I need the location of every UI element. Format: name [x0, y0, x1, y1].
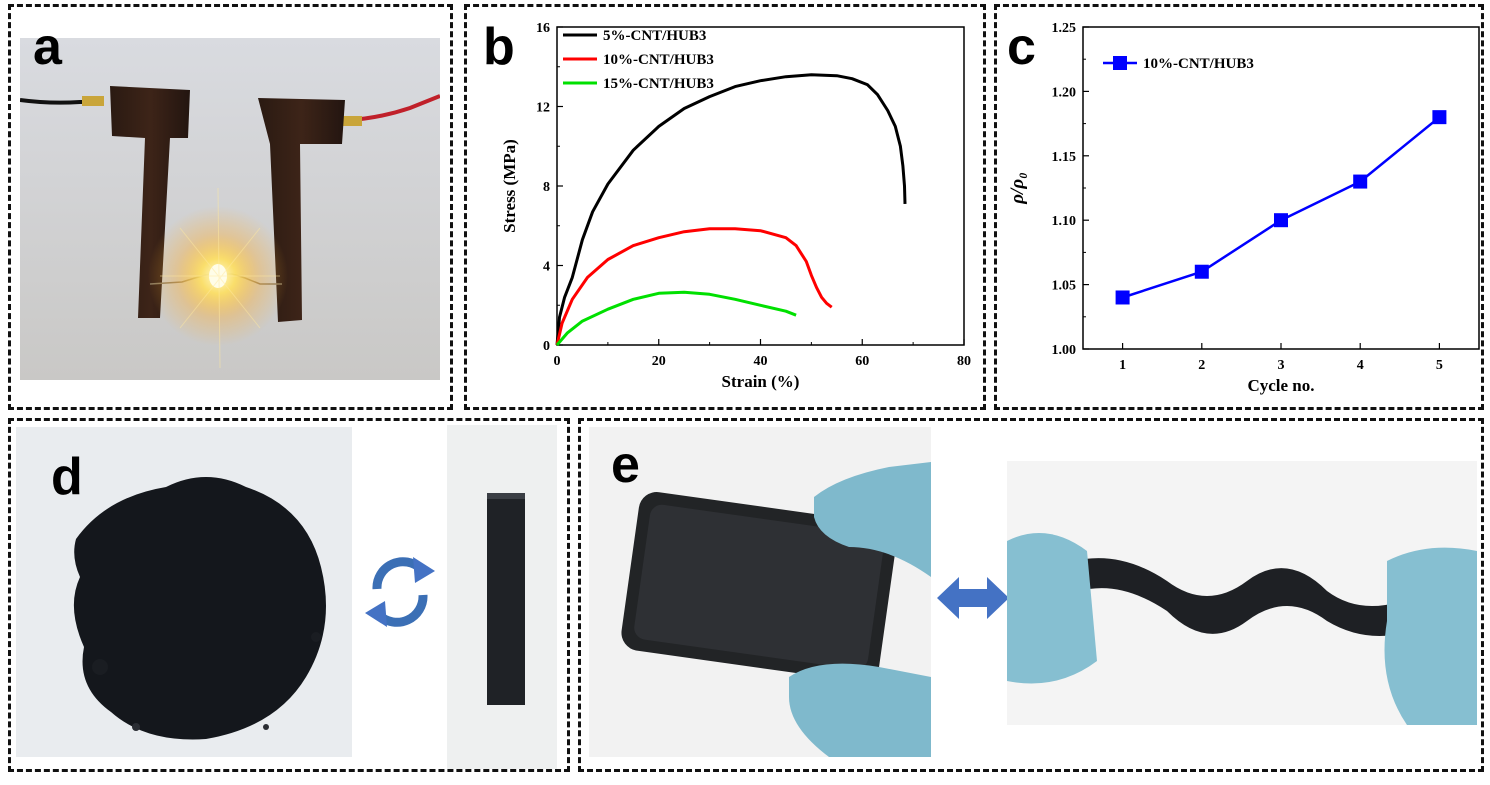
- powder-illustration: [16, 427, 352, 757]
- data-point: [1115, 290, 1130, 305]
- x-tick-label: 40: [754, 354, 768, 369]
- x-tick-label: 80: [957, 354, 971, 369]
- x-axis-label: Strain (%): [722, 372, 800, 391]
- y-tick-label: 12: [536, 101, 550, 116]
- panel-label-d: d: [51, 448, 83, 506]
- y-tick-label: 8: [543, 180, 550, 195]
- panel-e: e: [578, 418, 1484, 772]
- x-axis-label: Cycle no.: [1247, 376, 1314, 395]
- y-tick-label: 16: [536, 21, 550, 36]
- plot-frame: [556, 26, 965, 346]
- plot-frame: [1082, 26, 1480, 350]
- panel-label-c: c: [1007, 18, 1036, 76]
- y-tick-label: 4: [543, 260, 550, 275]
- x-tick-label: 2: [1198, 358, 1205, 373]
- panel-d: d: [8, 418, 570, 772]
- x-tick-label: 5: [1436, 358, 1443, 373]
- legend-label: 10%-CNT/HUB3: [603, 52, 714, 68]
- twisted-strip-illustration: [1007, 461, 1477, 725]
- panel-e-photo-twisted-strip: [1007, 461, 1477, 725]
- y-tick-label: 1.20: [1052, 85, 1077, 100]
- x-tick-label: 60: [855, 354, 869, 369]
- x-tick-label: 0: [554, 354, 561, 369]
- series-line: [555, 227, 833, 346]
- panel-b: b 0 20 40 60 80 0 4 8 12 16 Strain (%) Stress (MPa)…: [464, 4, 986, 410]
- data-point: [1194, 264, 1209, 279]
- x-tick-label: 3: [1278, 358, 1285, 373]
- y-tick-label: 0: [543, 339, 550, 354]
- resistivity-cycle-chart: 1 2 3 4 5 1.00 1.05 1.10 1.15 1.20 1.25 Cycle no. ρ/…: [1007, 21, 1480, 395]
- x-tick-label: 1: [1119, 358, 1126, 373]
- x-tick-label: 20: [652, 354, 666, 369]
- flat-block-illustration: [589, 427, 931, 757]
- panel-e-photo-flat-block: [589, 427, 931, 757]
- strip-illustration: [447, 425, 557, 769]
- series-line: [555, 290, 797, 346]
- panel-a: a: [8, 4, 453, 410]
- y-tick-label: 1.15: [1052, 150, 1077, 165]
- double-arrow-icon: [937, 577, 1009, 619]
- panel-label-a: a: [33, 18, 62, 76]
- legend-label: 15%-CNT/HUB3: [603, 76, 714, 92]
- panel-c: c 1 2 3 4 5 1.00 1.05 1.10 1.15 1.20 1.25 Cycle no.…: [994, 4, 1484, 410]
- legend-label: 10%-CNT/HUB3: [1143, 56, 1254, 72]
- stress-strain-chart: 0 20 40 60 80 0 4 8 12 16 Strain (%) Stress (MPa) 5%…: [500, 21, 971, 391]
- data-point: [1432, 110, 1447, 125]
- y-axis-label: ρ/ρ₀: [1007, 172, 1028, 204]
- series-line: [1122, 116, 1441, 299]
- y-tick-label: 1.00: [1052, 343, 1077, 358]
- cycle-arrows-icon: [365, 557, 435, 627]
- data-point: [1353, 174, 1368, 189]
- led-circuit-illustration: [20, 38, 440, 380]
- x-tick-label: 4: [1357, 358, 1364, 373]
- panel-label-e: e: [611, 436, 640, 494]
- panel-label-b: b: [483, 18, 515, 76]
- panel-d-photo-cnt-powder: [16, 427, 352, 757]
- y-tick-label: 1.25: [1052, 21, 1077, 36]
- legend-label: 5%-CNT/HUB3: [603, 28, 706, 44]
- y-tick-label: 1.10: [1052, 214, 1077, 229]
- data-point: [1274, 213, 1288, 228]
- legend-marker: [1113, 56, 1127, 70]
- y-tick-label: 1.05: [1052, 279, 1077, 294]
- panel-d-photo-molded-strip: [447, 425, 557, 769]
- series-line: [555, 73, 907, 346]
- y-axis-label: Stress (MPa): [500, 139, 519, 233]
- panel-a-photo-led-circuit: [20, 38, 440, 380]
